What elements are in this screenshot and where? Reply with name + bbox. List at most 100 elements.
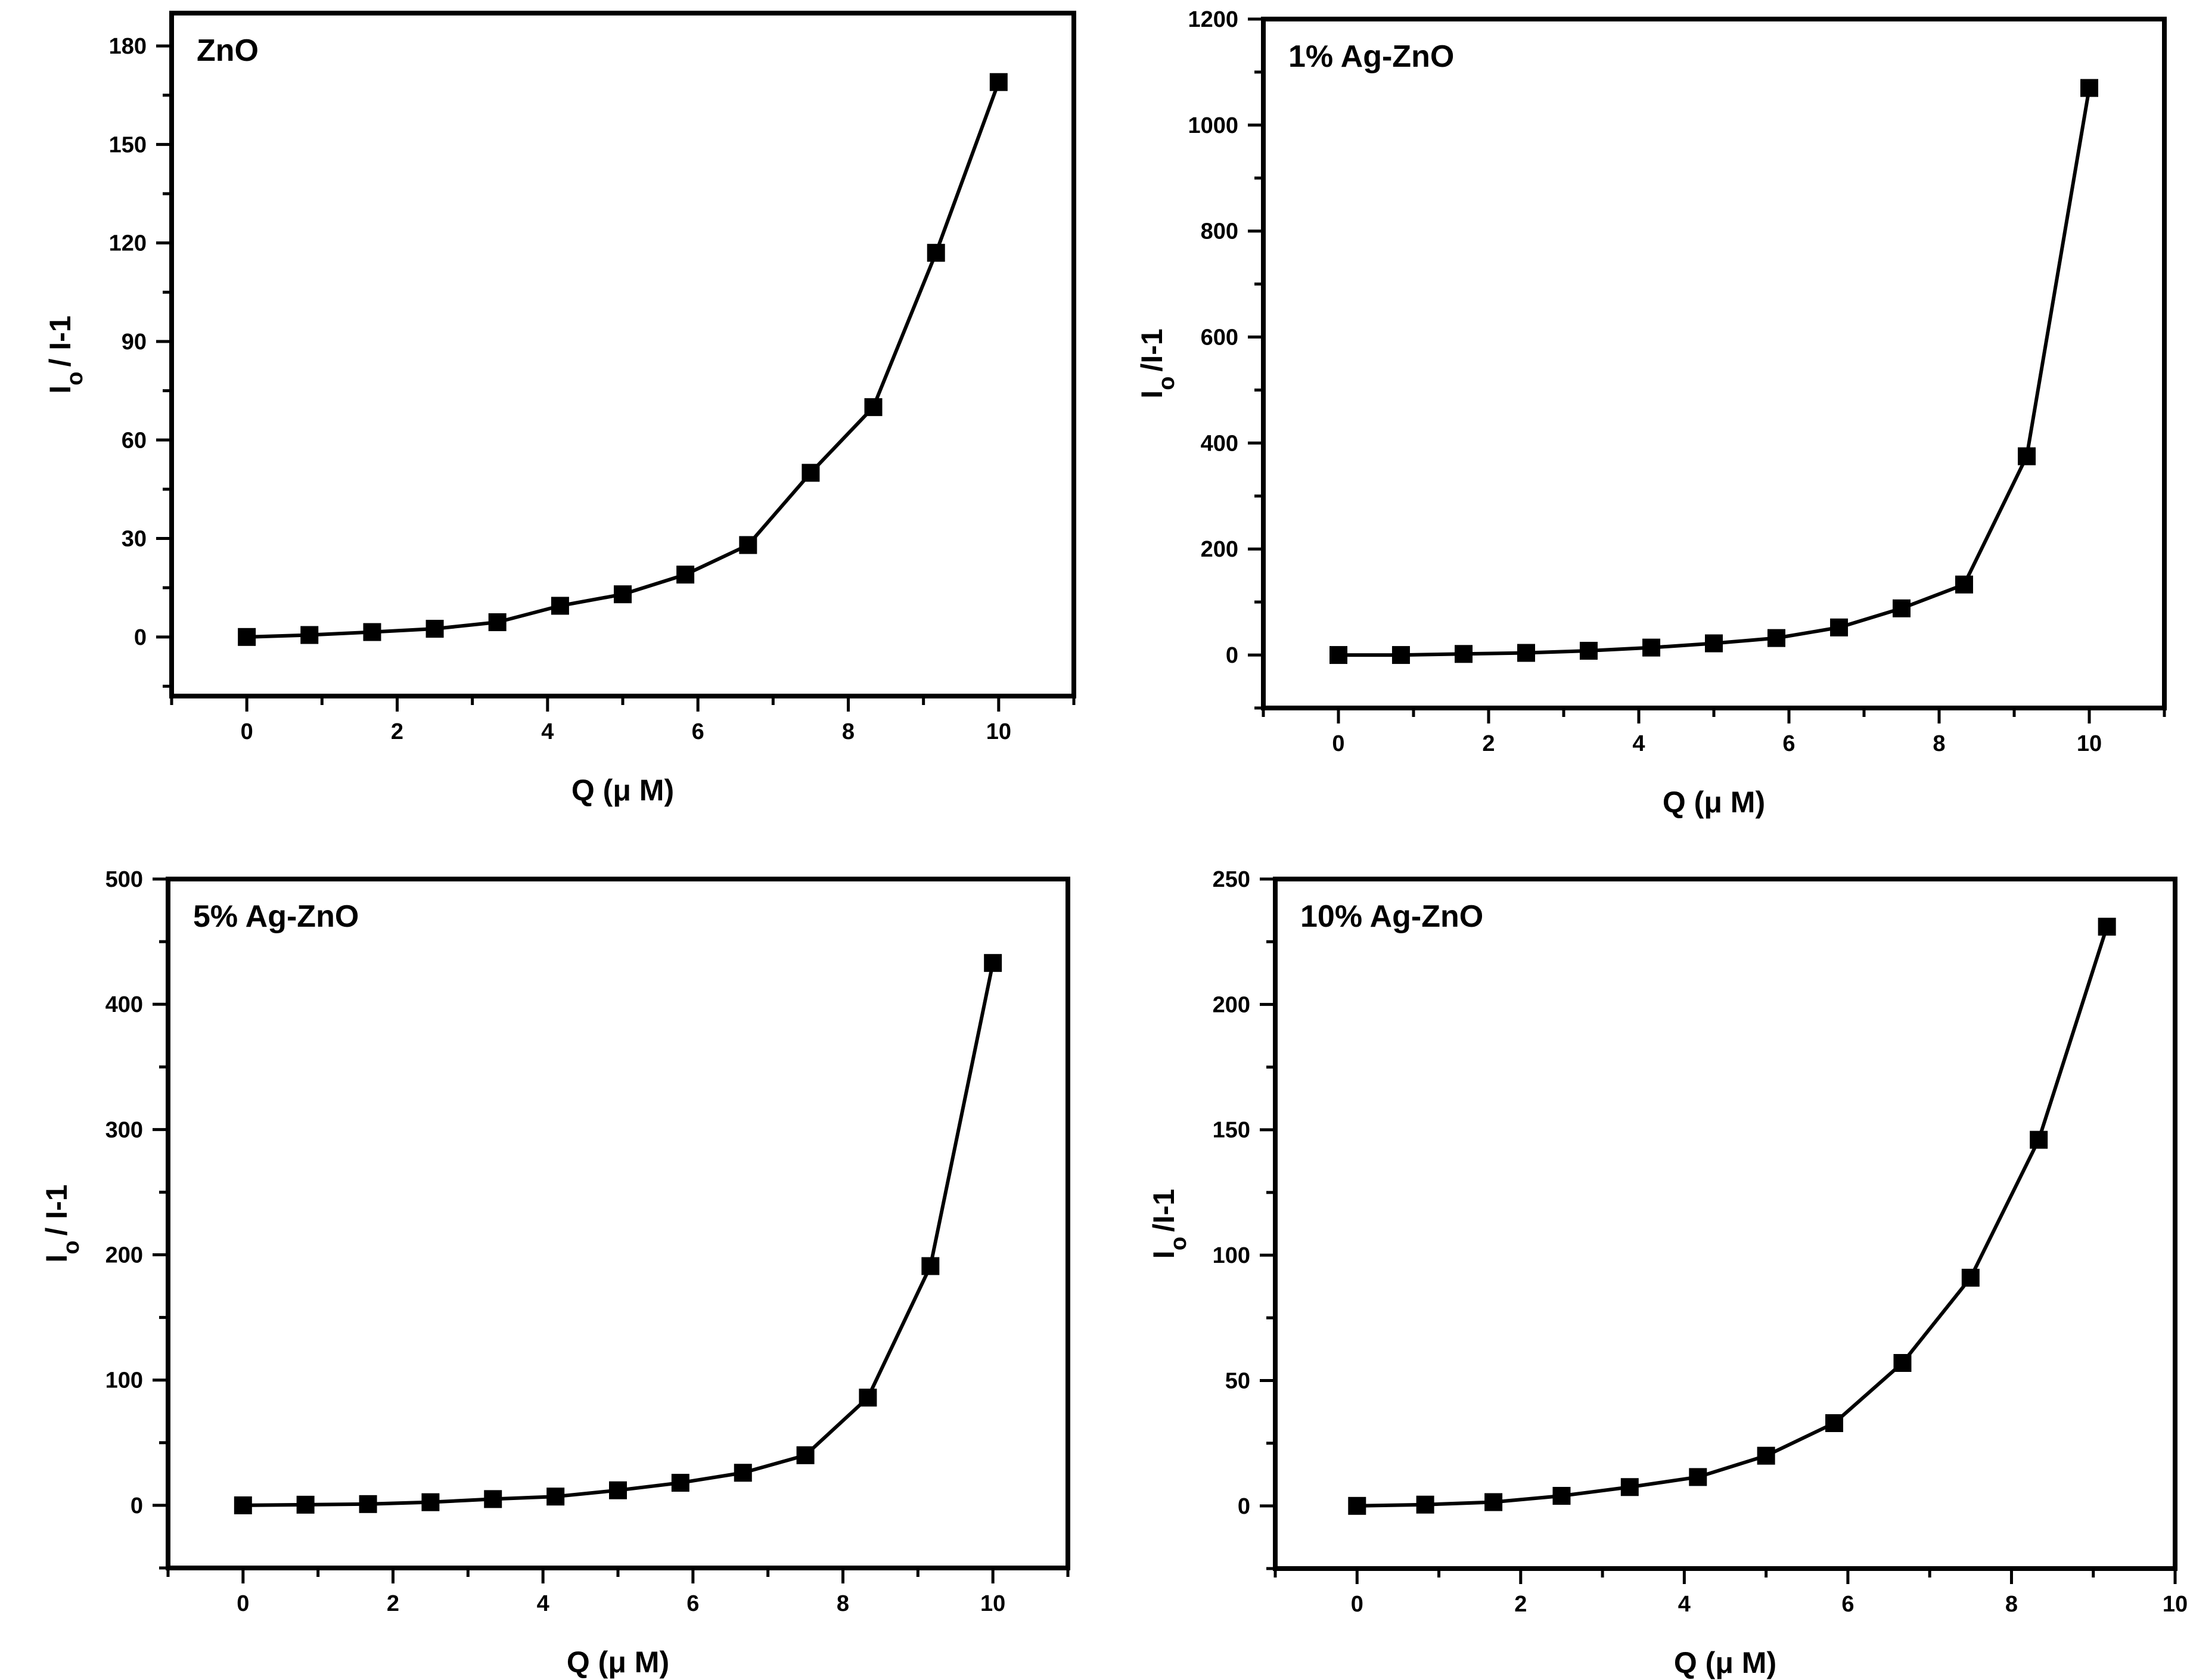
data-point: [2080, 79, 2098, 97]
data-point: [359, 1495, 377, 1513]
y-tick-label: 150: [109, 132, 147, 157]
data-point: [1893, 599, 1911, 617]
data-point: [363, 623, 381, 641]
data-point: [1955, 575, 1973, 594]
x-tick-label: 4: [1632, 731, 1645, 756]
data-point: [802, 464, 820, 482]
x-axis-label: Q (μ M): [571, 774, 674, 807]
series-line: [243, 962, 995, 1507]
data-point: [300, 626, 319, 644]
x-tick-label: 6: [1841, 1592, 1854, 1617]
plot-frame: [1273, 877, 2177, 1571]
data-point: [1552, 1486, 1571, 1505]
y-tick-label: 600: [1201, 325, 1238, 350]
x-tick-label: 2: [1514, 1592, 1527, 1617]
data-point: [1416, 1495, 1434, 1514]
y-tick-label: 300: [105, 1117, 143, 1142]
data-point: [546, 1488, 565, 1506]
x-tick-label: 8: [2005, 1592, 2018, 1617]
data-point: [1893, 1354, 1912, 1372]
x-tick-label: 10: [2077, 731, 2102, 756]
y-axis-label: Io/ I-1: [44, 315, 88, 393]
y-tick-label: 50: [1225, 1368, 1250, 1393]
x-tick-label: 8: [1933, 731, 1945, 756]
y-tick-label: 0: [1226, 643, 1238, 668]
data-point: [921, 1257, 940, 1275]
data-point: [1705, 634, 1723, 653]
data-point: [739, 536, 757, 554]
panel-title: ZnO: [197, 33, 259, 68]
y-tick-label: 1200: [1188, 7, 1238, 32]
y-tick-label: 100: [1213, 1243, 1250, 1268]
x-tick-label: 2: [387, 1591, 399, 1616]
data-point: [1579, 641, 1598, 660]
data-point: [234, 1496, 252, 1514]
x-tick-label: 6: [692, 719, 704, 744]
y-tick-label: 30: [122, 527, 147, 552]
plot-frame: [166, 877, 1070, 1570]
y-tick-label: 400: [1201, 431, 1238, 456]
y-tick-label: 500: [105, 867, 143, 892]
y-axis-label: Io/I-1: [1135, 328, 1179, 398]
plot-frame: [1261, 17, 2167, 710]
data-point: [1391, 646, 1410, 664]
y-tick-label: 0: [1238, 1494, 1250, 1519]
data-point: [796, 1446, 815, 1464]
data-point: [1830, 618, 1849, 636]
panel-1pct-ag-zno: 0 2 4 6 8 10 0 200 400 600 800 1000 1200 Q (μ M) Io/I-…: [1135, 7, 2167, 819]
series-line: [1357, 926, 2109, 1508]
data-point: [484, 1490, 502, 1508]
data-point: [2018, 447, 2036, 465]
y-tick-label: 800: [1201, 219, 1238, 244]
x-tick-label: 10: [2163, 1592, 2188, 1617]
x-tick-label: 4: [537, 1591, 549, 1616]
data-point: [1767, 629, 1785, 647]
y-tick-label: 200: [1201, 537, 1238, 562]
x-axis-label: Q (μ M): [1663, 785, 1765, 819]
x-tick-label: 8: [842, 719, 855, 744]
x-tick-label: 2: [1482, 731, 1495, 756]
x-axis-label: Q (μ M): [1674, 1646, 1776, 1679]
panel-title: 10% Ag-ZnO: [1300, 899, 1483, 934]
x-tick-label: 0: [1332, 731, 1344, 756]
data-point: [1689, 1468, 1707, 1486]
x-tick-label: 4: [1678, 1592, 1691, 1617]
y-tick-label: 60: [122, 428, 147, 453]
data-point: [421, 1493, 440, 1511]
data-point: [2030, 1131, 2048, 1149]
panel-zno: 0 2 4 6 8 10 0 30 60 90 120 150 180 Q (μ M) Io/ I-1 ZnO: [44, 11, 1076, 807]
data-point: [734, 1464, 752, 1482]
y-axis-label: Io/I-1: [1147, 1189, 1191, 1259]
data-point: [551, 597, 569, 615]
x-tick-label: 6: [686, 1591, 699, 1616]
data-point: [1329, 646, 1347, 664]
x-tick-label: 10: [980, 1591, 1005, 1616]
y-tick-label: 90: [122, 330, 147, 355]
series-line: [1338, 88, 2091, 657]
data-point: [1348, 1496, 1366, 1515]
data-point: [1642, 638, 1661, 657]
y-tick-label: 0: [134, 625, 147, 650]
data-point: [676, 566, 695, 584]
x-tick-label: 0: [1351, 1592, 1363, 1617]
data-point: [1961, 1268, 1980, 1287]
x-tick-label: 6: [1782, 731, 1795, 756]
data-point: [1455, 645, 1473, 663]
data-point: [864, 398, 883, 417]
data-point: [238, 628, 256, 646]
y-tick-label: 0: [131, 1493, 143, 1518]
x-tick-label: 4: [541, 719, 554, 744]
data-point: [984, 954, 1002, 972]
x-tick-label: 0: [237, 1591, 249, 1616]
data-point: [488, 613, 507, 632]
data-point: [609, 1481, 627, 1499]
series-line: [247, 81, 1001, 639]
panel-title: 5% Ag-ZnO: [193, 899, 359, 934]
y-axis-label: Io/ I-1: [40, 1184, 84, 1262]
data-point: [425, 620, 444, 638]
data-point: [1484, 1493, 1503, 1511]
data-point: [1757, 1446, 1775, 1465]
